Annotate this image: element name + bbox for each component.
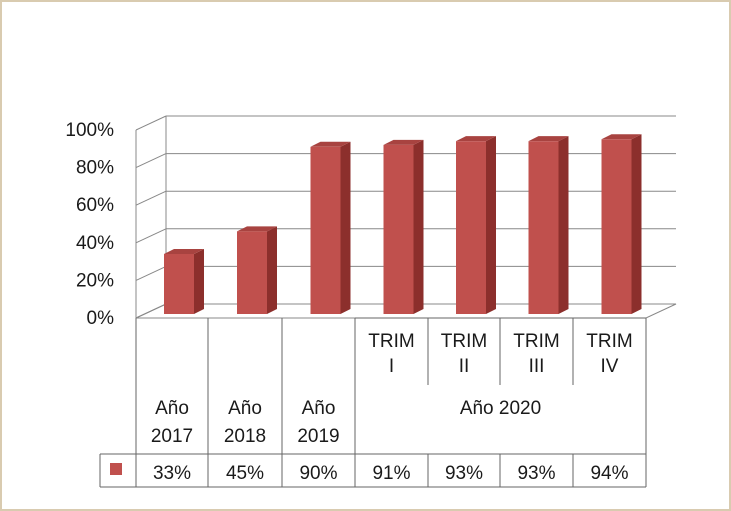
bar-top	[237, 226, 277, 232]
bar	[601, 134, 642, 314]
y-tick-label: 40%	[76, 233, 114, 254]
bar-side	[558, 136, 569, 314]
gridline-depth	[135, 115, 167, 131]
bar-top	[601, 134, 642, 140]
bar-side	[413, 139, 424, 314]
bar-side	[340, 141, 351, 314]
y-tick-label: 80%	[76, 158, 114, 179]
y-tick-label: 60%	[76, 195, 114, 216]
bar-front	[310, 146, 341, 314]
gridline-depth	[135, 190, 167, 206]
group-label: Año 2020	[460, 398, 541, 419]
data-label: 93%	[517, 463, 555, 484]
data-table: TRIM I TRIM II TRIM III TRIM IV Año 2017 Año 2018 Añ…	[99, 317, 647, 488]
bars	[164, 134, 642, 314]
bar-side	[194, 248, 204, 314]
category-label-top: II	[459, 356, 470, 377]
bar-top	[456, 136, 496, 142]
bar-front	[237, 231, 267, 314]
y-tick-label: 100%	[65, 120, 114, 141]
y-tick-label: 20%	[76, 270, 114, 291]
bar	[528, 136, 569, 314]
bar-front	[601, 139, 632, 314]
bar	[237, 226, 277, 314]
y-tick-label: 0%	[87, 308, 115, 329]
category-label-bottom: 2019	[297, 426, 339, 447]
data-label: 94%	[590, 463, 628, 484]
data-label: 90%	[299, 463, 337, 484]
bar-side	[267, 226, 277, 314]
data-label: 93%	[445, 463, 483, 484]
gridline-depth	[135, 228, 167, 244]
bar-front	[528, 141, 559, 314]
bar-front	[456, 141, 486, 314]
category-label-top: IV	[601, 356, 619, 377]
bar	[310, 141, 351, 314]
category-label-bottom: Año	[302, 398, 336, 419]
category-label-bottom: 2017	[151, 426, 193, 447]
data-label: 33%	[153, 463, 191, 484]
data-label: 45%	[226, 463, 264, 484]
gridline-depth	[135, 265, 167, 281]
category-label-top: III	[529, 356, 545, 377]
bar	[164, 248, 204, 314]
bar-top	[164, 248, 204, 254]
category-label-bottom: 2018	[224, 426, 266, 447]
category-label-top: TRIM	[513, 331, 559, 352]
category-label-top: TRIM	[586, 331, 632, 352]
y-axis: 0% 20% 40% 60% 80% 100%	[65, 120, 114, 329]
bar	[383, 139, 424, 314]
category-label-top: TRIM	[368, 331, 414, 352]
bar-top	[528, 136, 569, 142]
bar-side	[631, 134, 642, 314]
bar-top	[310, 141, 351, 147]
bar-side	[486, 136, 496, 314]
category-label-bottom: Año	[155, 398, 189, 419]
gridline-depth	[135, 153, 167, 169]
bar-top	[383, 139, 424, 145]
data-label: 91%	[372, 463, 410, 484]
legend-key	[110, 463, 122, 475]
category-label-top: I	[389, 356, 394, 377]
bar-front	[383, 144, 414, 314]
bar	[456, 136, 496, 314]
category-label-bottom: Año	[228, 398, 262, 419]
category-label-top: TRIM	[441, 331, 487, 352]
bar-front	[164, 253, 194, 314]
